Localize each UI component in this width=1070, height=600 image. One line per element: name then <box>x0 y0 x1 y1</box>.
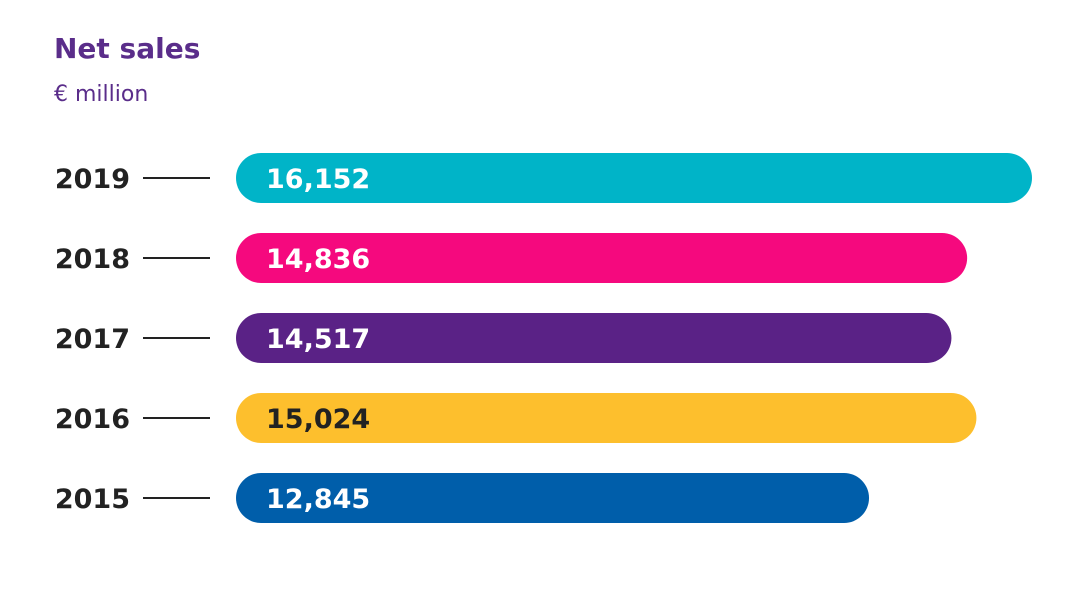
value-label: 14,836 <box>266 244 370 275</box>
bar-2015 <box>236 473 870 523</box>
value-label: 15,024 <box>266 404 370 435</box>
year-label: 2015 <box>55 484 130 515</box>
chart-subtitle: € million <box>54 82 149 107</box>
bar-2018 <box>236 233 968 283</box>
bar-2019 <box>236 153 1032 203</box>
bar-2017 <box>236 313 952 363</box>
value-label: 14,517 <box>266 324 370 355</box>
year-label: 2019 <box>55 164 130 195</box>
chart-title: Net sales <box>54 32 201 65</box>
year-label: 2016 <box>55 404 130 435</box>
year-label: 2018 <box>55 244 130 275</box>
bar-2016 <box>236 393 977 443</box>
value-label: 16,152 <box>266 164 370 195</box>
value-label: 12,845 <box>266 484 370 515</box>
year-label: 2017 <box>55 324 130 355</box>
